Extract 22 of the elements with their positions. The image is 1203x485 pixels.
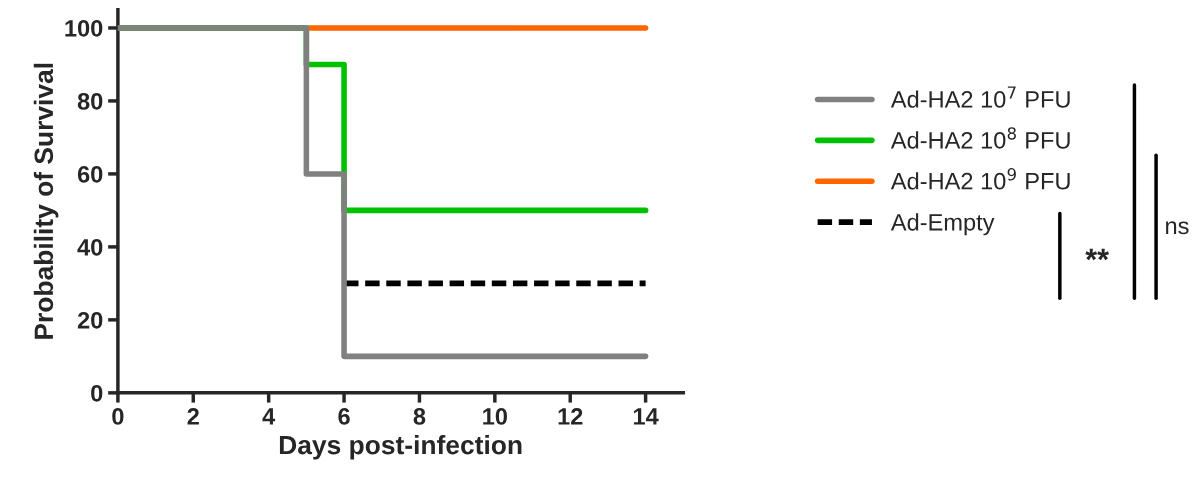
text: **	[1085, 248, 1109, 261]
x-tick-label: 14	[633, 408, 659, 425]
y-tick-label: 20	[77, 311, 103, 329]
legend-label: Ad-Empty	[890, 213, 995, 236]
x-tick-label: 2	[187, 408, 199, 425]
legend-label: Ad-HA2 10$^{8}$ PFU	[890, 127, 1070, 149]
y-tick-label: 40	[77, 238, 103, 256]
legend-label: Ad-HA2 10$^{7}$ PFU	[890, 86, 1070, 108]
y-tick-label: 100	[65, 20, 103, 37]
x-tick-label: 0	[112, 408, 124, 425]
x-tick-label: 8	[413, 408, 426, 425]
y-tick-label: 0	[91, 384, 103, 402]
y-tick-label: 60	[77, 165, 103, 183]
y-axis-title: Probability of Survival	[33, 63, 59, 339]
x-tick-label: 12	[558, 408, 583, 425]
y-tick-label: 80	[77, 92, 103, 110]
legend-label: Ad-HA2 10$^{9}$ PFU	[890, 168, 1070, 190]
x-axis-title: Days post-infection	[279, 435, 522, 460]
text: ns	[1166, 221, 1189, 235]
x-tick-label: 10	[483, 408, 507, 425]
x-tick-label: 6	[338, 408, 350, 425]
x-tick-label: 4	[262, 408, 276, 425]
